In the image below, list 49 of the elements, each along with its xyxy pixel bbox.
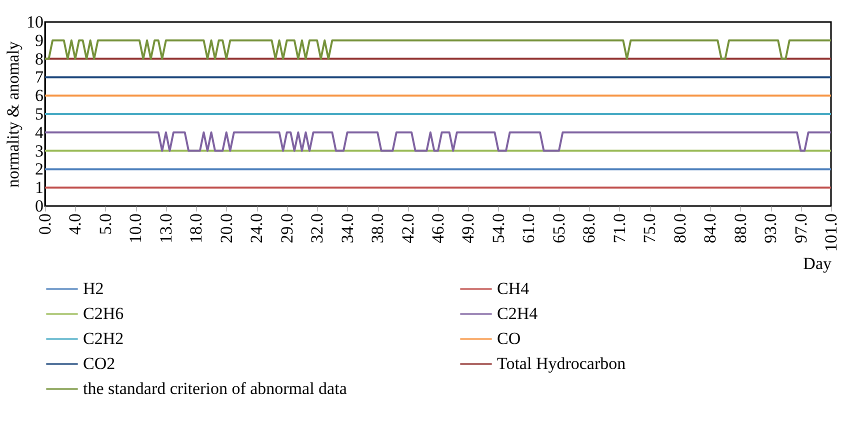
x-tick-label: 4.0 [66, 214, 85, 235]
legend-label: C2H2 [83, 329, 124, 348]
x-tick-label: 71.0 [610, 214, 629, 244]
x-tick-label: 24.0 [247, 214, 266, 244]
legend-label: C2H4 [497, 304, 538, 323]
legend-label: CH4 [497, 279, 530, 298]
x-tick-label: 54.0 [488, 214, 508, 244]
x-tick-label: 38.0 [368, 214, 388, 244]
legend-label: H2 [83, 279, 104, 298]
x-tick-label: 88.0 [730, 214, 750, 244]
y-tick-label: 8 [35, 49, 44, 68]
x-tick-label: 32.0 [308, 214, 327, 244]
x-tick-label: 13.0 [156, 214, 176, 244]
x-tick-label: 18.0 [186, 214, 206, 244]
x-tick-label: 80.0 [670, 214, 690, 244]
y-tick-label: 3 [35, 141, 44, 160]
x-tick-label: 84.0 [700, 214, 720, 244]
x-tick-label: 29.0 [277, 214, 296, 244]
x-tick-label: 34.0 [338, 214, 357, 244]
x-tick-label: 75.0 [640, 214, 660, 244]
y-tick-label: 2 [35, 160, 44, 179]
x-tick-label: 5.0 [96, 214, 115, 235]
x-tick-label: 65.0 [549, 214, 568, 244]
x-tick-label: 101.0 [822, 214, 840, 252]
legend-label: CO2 [83, 354, 116, 373]
y-axis-title: normality & anomaly [4, 40, 22, 188]
x-tick-label: 49.0 [458, 214, 478, 244]
y-tick-label: 10 [26, 12, 44, 32]
y-tick-label: 9 [35, 30, 44, 50]
x-tick-label: 20.0 [216, 214, 236, 244]
legend-label: CO [497, 329, 521, 348]
legend-label: Total Hydrocarbon [497, 354, 626, 373]
x-tick-label: 46.0 [428, 214, 448, 244]
x-tick-label: 61.0 [519, 214, 538, 244]
x-tick-label: 97.0 [791, 214, 810, 244]
legend-label: the standard criterion of abnormal data [83, 379, 348, 398]
y-tick-label: 6 [35, 86, 44, 106]
y-tick-label: 7 [35, 68, 44, 87]
y-tick-label: 0 [35, 196, 44, 216]
y-tick-label: 1 [35, 178, 44, 198]
x-tick-label: 68.0 [580, 214, 599, 244]
x-tick-label: 93.0 [761, 214, 780, 244]
x-axis-title: Day [803, 254, 832, 273]
x-tick-label: 0.0 [36, 214, 54, 235]
y-tick-label: 5 [35, 104, 44, 124]
legend-label: C2H6 [83, 304, 124, 323]
x-tick-label: 10.0 [126, 214, 146, 244]
x-tick-label: 42.0 [398, 214, 418, 244]
y-tick-label: 4 [35, 122, 44, 142]
